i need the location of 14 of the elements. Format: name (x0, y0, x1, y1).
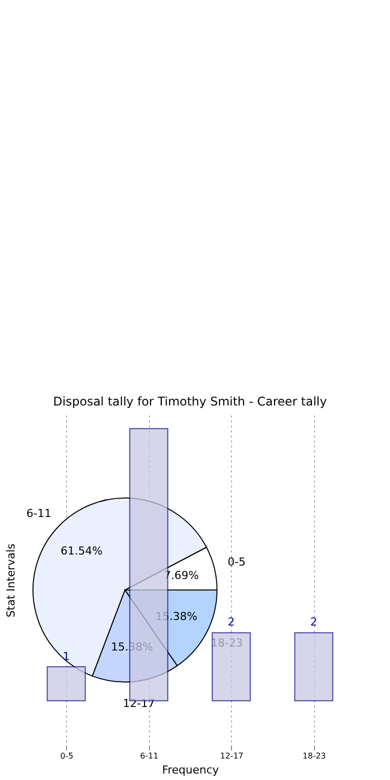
x-axis-title: Frequency (162, 764, 220, 776)
x-tick-label: 18-23 (302, 752, 326, 760)
data-label: 61.54% (60, 544, 103, 558)
data-label: 2 (310, 616, 318, 629)
y-axis-title: Stat Intervals (4, 543, 18, 618)
slice-label: 12-17 (122, 697, 155, 710)
slice-label: 0-5 (228, 555, 246, 568)
x-tick-label: 6-11 (140, 752, 158, 760)
x-tick-label: 0-5 (60, 752, 74, 760)
data-label: 1 (62, 650, 70, 663)
x-tick-label: 12-17 (220, 752, 244, 760)
slice-label: 6-11 (26, 506, 52, 520)
chart-title: Disposal tally for Timothy Smith - Career tally (53, 394, 327, 409)
data-label: 2 (228, 616, 235, 629)
